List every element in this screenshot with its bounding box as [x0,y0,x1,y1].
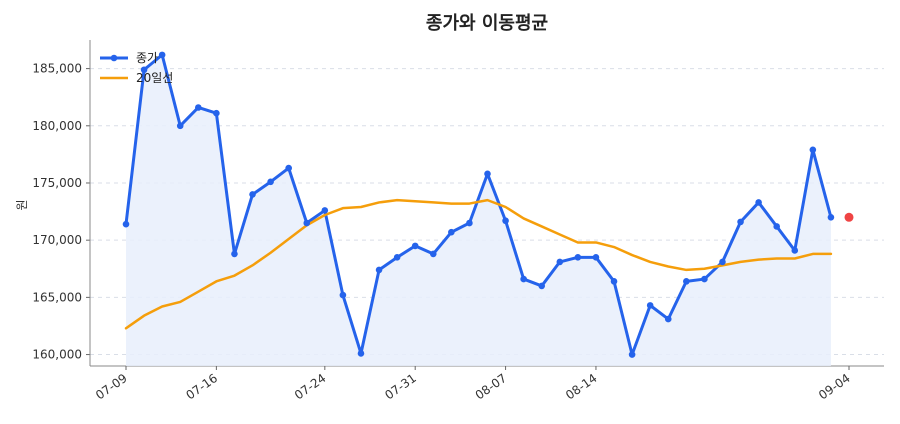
close-price-line [124,53,833,357]
close-price-point [755,199,762,206]
close-price-point [791,247,799,254]
close-price-point [664,315,672,323]
close-price-point [574,254,582,261]
close-price-point [737,218,744,226]
close-price-point [610,278,618,285]
close-price-point [719,258,726,266]
y-tick-label: 175,000 [32,176,82,190]
close-price-point [448,228,455,236]
series-points [122,51,854,358]
close-price-point [213,109,220,117]
close-price-point [158,51,166,59]
x-tick-label: 07-24 [292,371,329,402]
chart-title: 종가와 이동평균 [426,13,548,34]
x-tick-label: 07-16 [183,371,220,402]
y-tick-label: 185,000 [32,62,82,76]
close-price-point [122,220,130,228]
close-price-point [556,258,564,266]
x-tick-label: 07-31 [382,371,419,402]
area-fill-close [126,54,831,366]
close-price-point [176,122,184,130]
close-price-point [375,266,383,274]
close-price-point [285,164,292,172]
close-price-point [484,170,491,178]
y-tick-label: 165,000 [32,290,82,304]
close-price-point [267,178,274,186]
close-price-point [646,302,654,309]
close-price-point [701,275,708,283]
close-price-point [466,219,473,227]
close-price-point [249,191,256,198]
close-price-point [231,250,238,258]
x-tick-label: 07-09 [93,371,130,402]
last-price-point [844,212,854,222]
close-price-point [520,275,527,283]
x-tick-label: 09-04 [816,371,853,402]
close-price-point [809,146,817,154]
close-price-point [411,242,419,250]
y-axis-label: 원 [15,199,29,210]
close-price-point [429,250,437,258]
close-price-point [773,223,780,230]
close-price-point [683,278,690,285]
close-price-point [393,254,401,261]
close-price-point [538,282,546,290]
close-price-point [827,213,835,221]
y-tick-label: 170,000 [32,233,82,247]
legend-label: 20일선 [136,71,173,85]
series-lines [124,53,833,357]
close-price-point [592,254,600,261]
close-price-point [357,350,365,357]
x-tick-label: 08-07 [473,371,510,402]
legend-marker [110,54,118,62]
y-tick-label: 180,000 [32,119,82,133]
close-price-point [195,104,202,111]
close-price-point [303,219,311,227]
close-price-point [321,207,329,214]
ma20-line [124,198,833,330]
legend-label: 종가 [136,51,158,65]
x-tick-label: 08-14 [563,371,600,402]
close-price-point [140,66,148,74]
area-fill-layer [126,54,831,366]
close-price-point [628,351,636,358]
close-price-point [502,217,509,225]
legend: 종가 20일선 [100,51,173,85]
y-tick-label: 160,000 [32,348,82,362]
close-price-point [339,291,347,299]
